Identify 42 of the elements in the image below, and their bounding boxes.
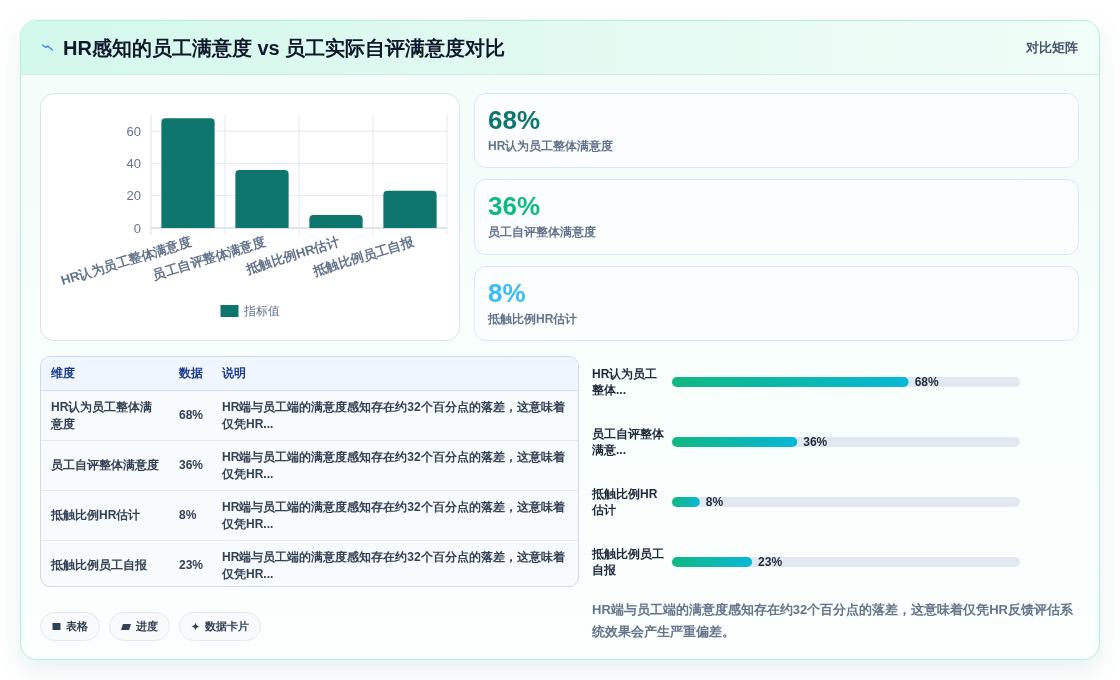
category-label: 抵触比例HR估计 [488,310,578,327]
bar [309,215,363,228]
text: 68% [179,408,204,422]
data-label: 8% [705,495,724,510]
text: HR端与员工端的满意度感知存在约32个百分点的落差，这意味着仅凭HR... [222,498,566,533]
text: HR端与员工端的满意度感知存在约32个百分点的落差，这意味着仅凭HR... [222,548,566,583]
y-tick-label: 抵触比例员工自报 [592,546,665,579]
text: HR端与员工端的满意度感知存在约32个百分点的落差，这意味着仅凭HR... [222,448,566,483]
y-tick-label: 40 [126,155,141,171]
data-label: 36% [803,435,828,450]
tag-chip: 数据卡片 [179,612,261,641]
bar [383,190,437,228]
data-label: 23% [758,555,783,570]
text: HR端与员工端的满意度感知存在约32个百分点的落差，这意味着仅凭HR反馈评估系统效果会产生严重偏差。 [592,601,1074,641]
text: 23% [179,558,204,572]
y-tick-label: 60 [126,123,141,139]
text: HR感知的员工满意度 vs 员工实际自评满意度对比 [63,36,506,61]
bar [672,497,700,507]
text: 对比矩阵 [1026,40,1078,56]
text: 说明 [222,357,578,391]
text: 36% [488,191,541,222]
text: 68% [488,105,541,135]
y-tick-label: 20 [126,188,141,204]
text: 数据 [179,357,222,391]
text: 8% [488,277,526,308]
data-label: 68% [914,375,939,390]
y-tick-label: 抵触比例HR估计 [592,486,659,519]
text: HR端与员工端的满意度感知存在约32个百分点的落差，这意味着仅凭HR... [222,398,566,433]
y-tick-label: 0 [133,220,141,236]
text: 36% [179,458,204,472]
text: 8% [179,508,197,522]
category-label: HR认为员工整体满意度 [50,398,154,433]
tag-chip: 表格 [40,612,100,641]
bar [161,118,215,228]
category-label: HR认为员工整体满意度 [488,138,614,154]
bar [235,169,289,228]
bar [672,557,753,567]
legend-label: 指标值 [242,304,280,319]
y-tick-label: HR认为员工整体... [592,366,659,399]
category-label: 员工自评整体满意度 [50,457,160,474]
y-tick-label: 员工自评整体满意... [592,426,665,459]
text: 维度 [41,357,179,391]
